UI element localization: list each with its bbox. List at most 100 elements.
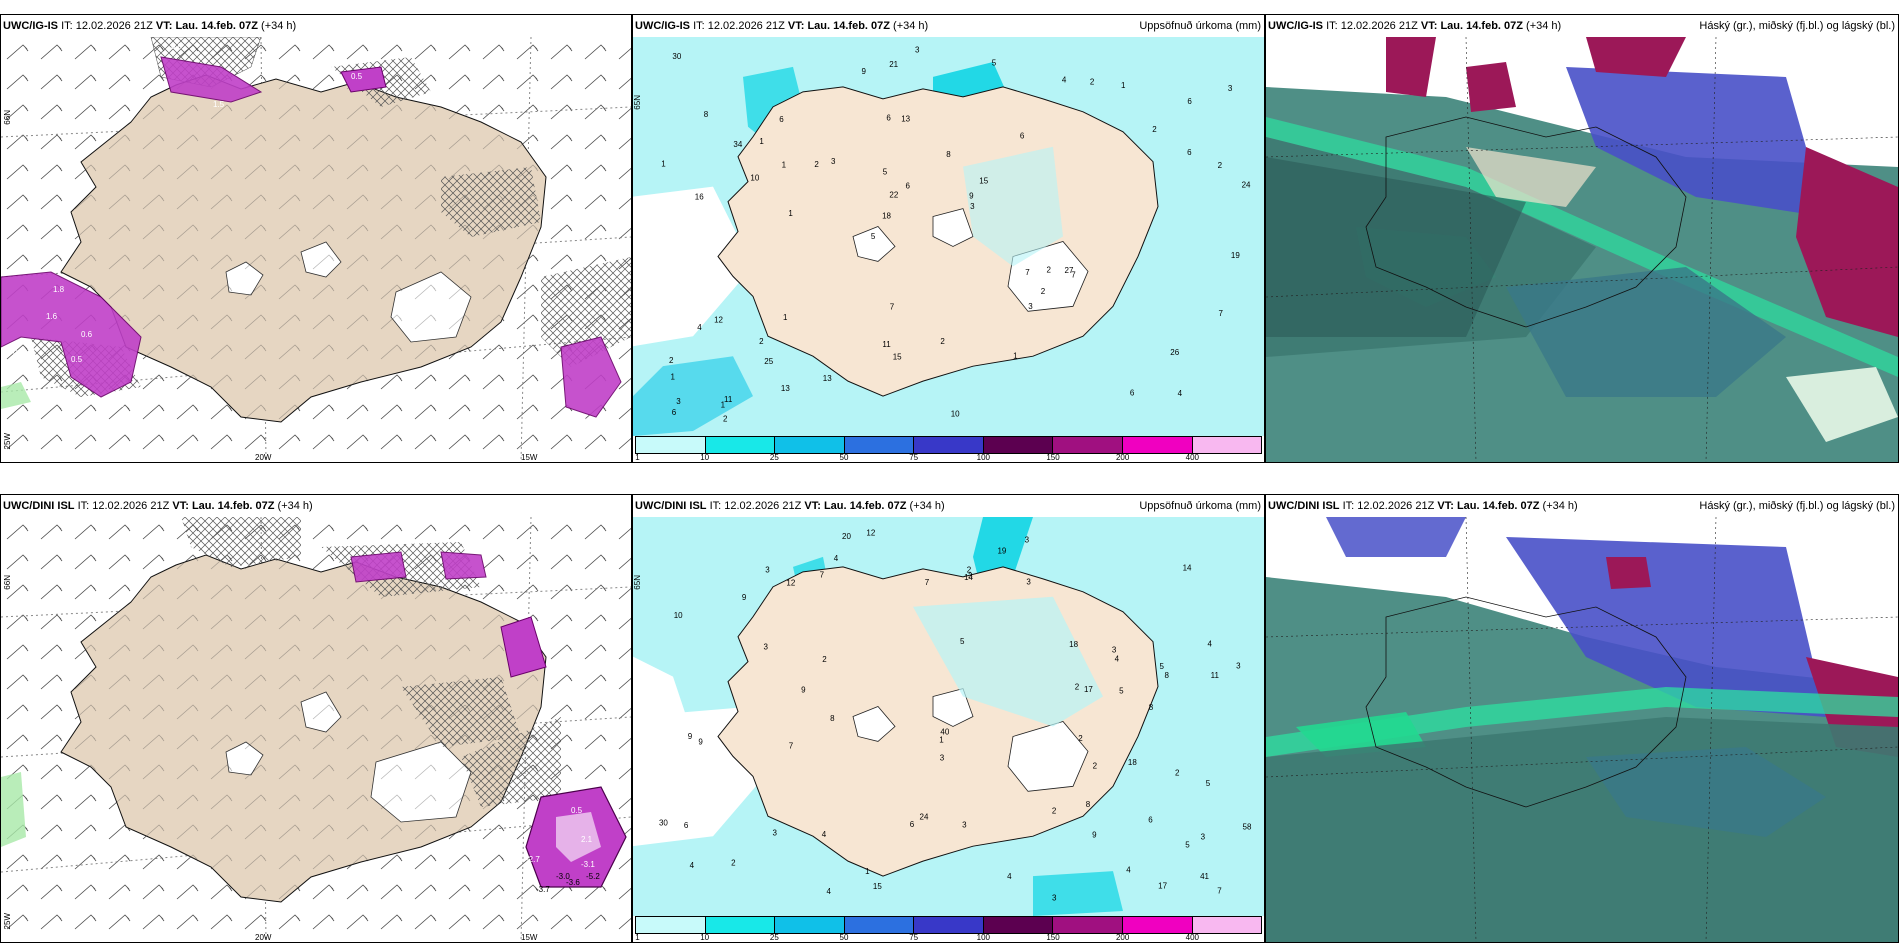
precip-value-label: 2 <box>1041 287 1046 296</box>
panel-bottom-right-clouds: UWC/DINI ISL IT: 12.02.2026 21Z VT: Lau.… <box>1265 494 1899 943</box>
isotherm-label: 1.6 <box>46 312 58 321</box>
precip-value-label: 9 <box>801 685 806 694</box>
legend-tick: 50 <box>839 453 849 462</box>
panel-top-right-clouds: UWC/IG-IS IT: 12.02.2026 21Z VT: Lau. 14… <box>1265 14 1899 463</box>
precip-value-label: 13 <box>901 115 910 124</box>
precip-value-label: 1 <box>721 401 726 410</box>
precip-value-label: 18 <box>882 212 891 221</box>
precip-value-label: 15 <box>979 177 988 186</box>
map-title: Háský (gr.), miðský (fj.bl.) og lágský (… <box>1699 500 1895 512</box>
precip-value-label: 7 <box>1071 271 1076 280</box>
precip-value-label: 1 <box>939 736 944 745</box>
lon-label: 20W <box>255 453 272 462</box>
precip-value-label: 9 <box>742 593 747 602</box>
precip-value-label: 12 <box>866 528 875 537</box>
precip-value-label: 8 <box>1165 671 1170 680</box>
legend-tick: 200 <box>1115 453 1130 462</box>
isotherm-label: -2.7 <box>526 855 540 864</box>
precip-value-label: 2 <box>1047 265 1052 274</box>
precip-value-label: 9 <box>862 67 867 76</box>
valid-time: Lau. 14.feb. 07Z <box>175 20 258 32</box>
legend-tick: 75 <box>909 933 919 942</box>
precip-value-label: 3 <box>1025 535 1030 544</box>
precip-value-label: 1 <box>782 161 787 170</box>
legend-swatch <box>1122 437 1193 453</box>
precip-value-label: 7 <box>1219 309 1224 318</box>
isotherm-label: 0.5 <box>576 415 588 424</box>
precip-value-label: 2 <box>1218 161 1223 170</box>
precip-value-label: 4 <box>1178 389 1183 398</box>
legend-tick: 25 <box>769 933 779 942</box>
precip-value-label: 5 <box>871 232 876 241</box>
model-name: UWC/DINI ISL <box>635 500 707 512</box>
precip-value-label: 11 <box>1211 671 1220 680</box>
legend-swatch <box>983 917 1054 933</box>
precip-value-label: 3 <box>915 46 920 55</box>
legend-swatch <box>844 437 915 453</box>
precip-value-label: 15 <box>873 882 882 891</box>
precip-value-label: 9 <box>969 191 974 200</box>
legend-tick: 75 <box>909 453 919 462</box>
precip-value-label: 17 <box>1158 882 1167 891</box>
legend-tick: 150 <box>1046 453 1060 462</box>
legend-tick: 400 <box>1185 453 1200 462</box>
precip-value-label: 1 <box>783 313 788 322</box>
precip-value-label: 12 <box>786 579 795 588</box>
precip-value-label: 3 <box>970 202 975 211</box>
precip-value-label: 3 <box>764 643 769 652</box>
precip-value-label: 1 <box>788 209 793 218</box>
isotherm-label: 0.3 <box>441 42 453 51</box>
precip-value-label: 8 <box>1149 703 1154 712</box>
precip-value-label: 8 <box>830 714 835 723</box>
precip-value-label: 2 <box>1090 77 1095 86</box>
isotherm-label: 0.5 <box>351 72 363 81</box>
legend-tick: 1 <box>635 453 640 462</box>
wind-temp-map: 3.0 0.3 1.5 0.5 1.6 1.8 0.6 0.5 0.6 1.5 … <box>1 37 631 462</box>
legend-swatch <box>636 917 706 933</box>
isotherm-label: 0.5 <box>71 355 83 364</box>
precip-value-label: 3 <box>968 571 973 580</box>
precip-value-label: 3 <box>1028 302 1033 311</box>
model-name: UWC/IG-IS <box>1268 20 1323 32</box>
legend-tick: 10 <box>700 453 710 462</box>
precip-value-label: 11 <box>882 340 891 349</box>
precip-map: 4 16 6 5 6 11 6 8 12 3 1 25 13 15 7 8 21 24 7 6 18 11 22 6 4 1 6 26… <box>633 37 1264 436</box>
precip-value-label: 5 <box>1185 841 1190 850</box>
precip-value-label: 4 <box>697 323 702 332</box>
panel-header: UWC/IG-IS IT: 12.02.2026 21Z VT: Lau. 14… <box>1 15 631 37</box>
valid-time: Lau. 14.feb. 07Z <box>807 20 890 32</box>
precip-value-label: 4 <box>690 861 695 870</box>
precip-value-label: 17 <box>1084 685 1093 694</box>
precip-value-label: 19 <box>1231 251 1240 260</box>
precip-value-label: 3 <box>1112 646 1117 655</box>
precip-value-label: 14 <box>1183 563 1192 572</box>
precip-value-label: 3 <box>940 753 945 762</box>
precip-value-label: 30 <box>659 818 668 827</box>
precip-value-label: 10 <box>951 409 960 418</box>
precip-value-label: 18 <box>1128 758 1137 767</box>
precip-value-label: 4 <box>1126 865 1131 874</box>
lat-label: 66N <box>3 110 12 125</box>
model-name: UWC/DINI ISL <box>1268 500 1340 512</box>
precip-value-label: 2 <box>1078 734 1083 743</box>
precip-value-label: 7 <box>890 303 895 312</box>
cloud-cover-map <box>1266 517 1898 942</box>
valid-time: Lau. 14.feb. 07Z <box>1440 20 1523 32</box>
init-time: 12.02.2026 21Z <box>92 500 170 512</box>
legend-swatch <box>705 917 776 933</box>
precip-value-label: 4 <box>1115 654 1120 663</box>
valid-time: Lau. 14.feb. 07Z <box>191 500 275 512</box>
precip-value-label: 2 <box>814 160 819 169</box>
lead-time: (+34 h) <box>277 500 313 512</box>
precip-value-label: 2 <box>731 859 736 868</box>
precip-value-label: 5 <box>1119 687 1124 696</box>
precip-value-label: 1 <box>865 867 870 876</box>
isotherm-label: -3.1 <box>581 860 595 869</box>
precip-value-label: 3 <box>1201 832 1206 841</box>
legend-swatch <box>636 437 706 453</box>
legend-swatch <box>983 437 1054 453</box>
precip-legend: 1 10 25 50 75 100 150 200 400 <box>633 916 1264 942</box>
valid-time: Lau. 14.feb. 07Z <box>823 500 907 512</box>
precip-value-label: 4 <box>1007 872 1012 881</box>
precip-value-label: 11 <box>724 395 733 404</box>
